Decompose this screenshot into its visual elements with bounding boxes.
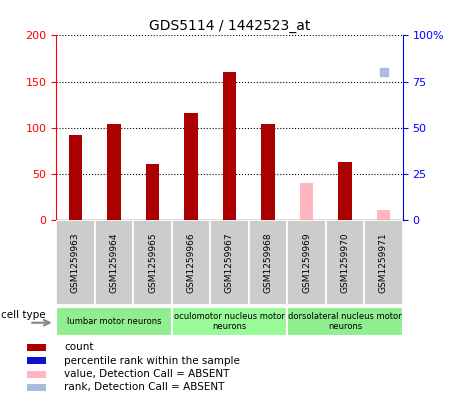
- Bar: [133, 220, 172, 305]
- Bar: [287, 220, 326, 305]
- Bar: [364, 220, 403, 305]
- Text: GSM1259966: GSM1259966: [186, 232, 195, 293]
- Bar: [184, 113, 198, 220]
- Point: [149, 4, 156, 11]
- Bar: [287, 307, 403, 336]
- Point: [303, 17, 310, 24]
- Text: lumbar motor neurons: lumbar motor neurons: [67, 317, 161, 326]
- Bar: [95, 220, 133, 305]
- Text: dorsolateral nucleus motor
neurons: dorsolateral nucleus motor neurons: [288, 312, 402, 331]
- Bar: [172, 220, 210, 305]
- Text: value, Detection Call = ABSENT: value, Detection Call = ABSENT: [64, 369, 230, 379]
- Point: [342, 0, 349, 2]
- Text: GSM1259968: GSM1259968: [264, 232, 273, 293]
- Bar: [27, 371, 45, 378]
- Text: GSM1259964: GSM1259964: [109, 232, 118, 292]
- Text: GSM1259971: GSM1259971: [379, 232, 388, 293]
- Bar: [146, 164, 159, 220]
- Text: GSM1259969: GSM1259969: [302, 232, 311, 293]
- Bar: [56, 307, 172, 336]
- Text: oculomotor nucleus motor
neurons: oculomotor nucleus motor neurons: [174, 312, 285, 331]
- Bar: [223, 72, 236, 220]
- Bar: [261, 124, 275, 220]
- Bar: [56, 220, 95, 305]
- Text: GSM1259967: GSM1259967: [225, 232, 234, 293]
- Text: count: count: [64, 342, 94, 352]
- Bar: [107, 124, 121, 220]
- Bar: [27, 358, 45, 364]
- Bar: [210, 220, 249, 305]
- Point: [380, 69, 387, 75]
- Text: GSM1259965: GSM1259965: [148, 232, 157, 293]
- Bar: [69, 135, 82, 220]
- Bar: [249, 220, 287, 305]
- Title: GDS5114 / 1442523_at: GDS5114 / 1442523_at: [149, 19, 310, 33]
- Bar: [377, 210, 390, 220]
- Bar: [172, 307, 287, 336]
- Text: GSM1259970: GSM1259970: [341, 232, 350, 293]
- Bar: [300, 183, 313, 220]
- Text: percentile rank within the sample: percentile rank within the sample: [64, 356, 240, 365]
- Text: GSM1259963: GSM1259963: [71, 232, 80, 293]
- Text: cell type: cell type: [1, 310, 46, 320]
- Bar: [338, 162, 352, 220]
- Bar: [326, 220, 364, 305]
- Text: rank, Detection Call = ABSENT: rank, Detection Call = ABSENT: [64, 382, 225, 392]
- Bar: [27, 384, 45, 391]
- Bar: [27, 343, 45, 351]
